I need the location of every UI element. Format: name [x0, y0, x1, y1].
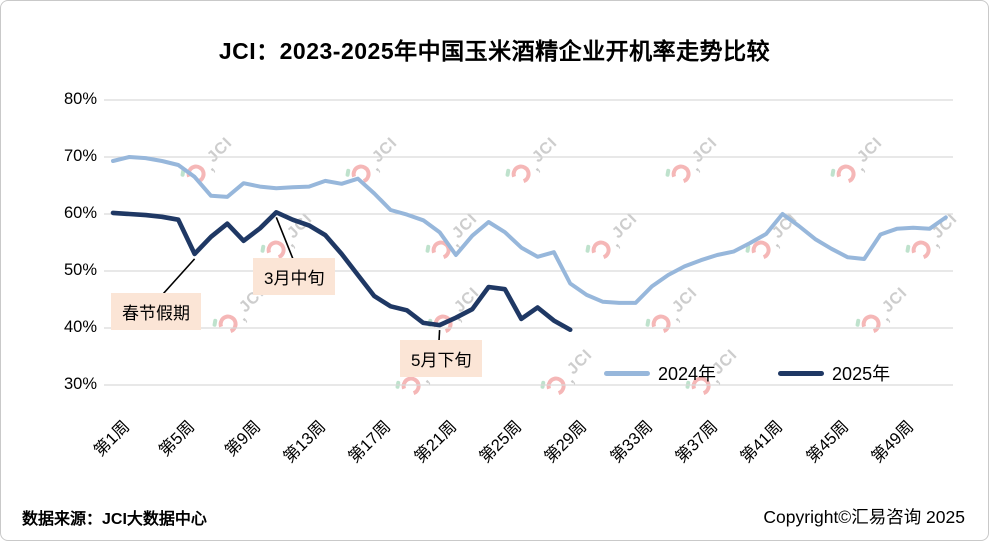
- annotation-late-may: 5月下旬: [400, 340, 483, 377]
- y-axis-tick-label: 40%: [63, 318, 97, 336]
- annotation-mid-march: 3月中旬: [253, 258, 336, 295]
- legend-item-2025: 2025年: [778, 360, 890, 386]
- legend: 2024年 2025年: [604, 360, 890, 386]
- legend-swatch-2024-icon: [604, 370, 650, 376]
- y-axis-tick-label: 50%: [63, 261, 97, 279]
- y-axis-tick-label: 80%: [63, 90, 97, 108]
- legend-label-2025: 2025年: [832, 364, 891, 384]
- copyright-label: Copyright©汇易咨询 2025: [763, 507, 965, 527]
- legend-swatch-2025-icon: [778, 370, 825, 376]
- y-axis-tick-label: 60%: [63, 204, 97, 222]
- y-axis-tick-label: 70%: [63, 147, 97, 165]
- legend-item-2024: 2024年: [604, 360, 716, 386]
- y-axis-tick-label: 30%: [63, 375, 97, 393]
- data-source-label: 数据来源：JCI大数据中心: [22, 511, 207, 528]
- annotation-spring-festival: 春节假期: [111, 293, 201, 330]
- chart-title: JCI：2023-2025年中国玉米酒精企业开机率走势比较: [218, 38, 771, 64]
- legend-label-2024: 2024年: [658, 364, 717, 384]
